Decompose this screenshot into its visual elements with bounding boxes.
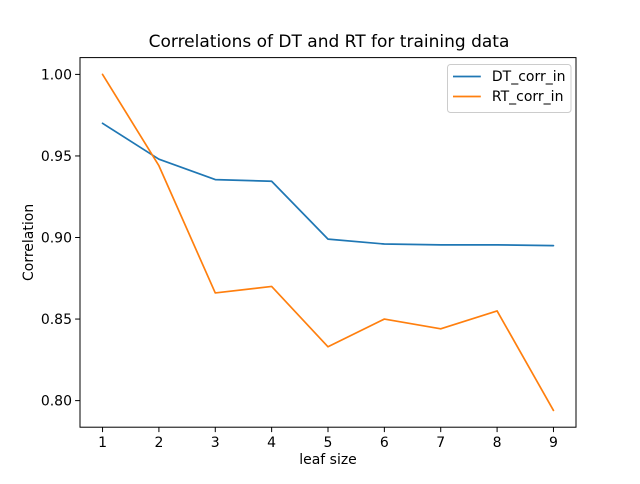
x-tick-label: 9 (549, 435, 558, 451)
legend-label: DT_corr_in (492, 69, 566, 85)
x-tick-label: 4 (267, 435, 276, 451)
chart-title: Correlations of DT and RT for training d… (149, 32, 510, 52)
x-axis-ticks: 1 2 3 4 5 6 7 8 9 (98, 427, 558, 451)
series-line-RT_corr_in (101, 73, 555, 412)
x-tick-label: 2 (154, 435, 163, 451)
x-tick-label: 5 (324, 435, 333, 451)
x-axis-label: leaf size (299, 452, 357, 468)
y-axis-label: Correlation (21, 204, 37, 281)
x-tick-label: 1 (98, 435, 107, 451)
legend-entry: DT_corr_in (453, 69, 566, 85)
x-tick-label: 8 (493, 435, 502, 451)
data-series (101, 73, 555, 412)
x-tick-label: 3 (211, 435, 220, 451)
y-tick-label: 0.85 (41, 312, 72, 328)
legend: DT_corr_in RT_corr_in (447, 64, 572, 113)
y-tick-label: 0.90 (41, 231, 72, 247)
legend-label: RT_corr_in (492, 89, 564, 105)
y-tick-label: 0.95 (41, 149, 72, 165)
axes-frame (79, 57, 577, 428)
x-tick-label: 6 (380, 435, 389, 451)
y-axis-ticks: 0.80 0.85 0.90 0.95 1.00 (41, 67, 80, 410)
y-tick-label: 1.00 (41, 67, 72, 83)
x-tick-label: 7 (436, 435, 445, 451)
series-line-DT_corr_in (101, 122, 555, 247)
legend-entries: DT_corr_in RT_corr_in (453, 69, 566, 105)
y-tick-label: 0.80 (41, 394, 72, 410)
legend-entry: RT_corr_in (453, 89, 563, 105)
